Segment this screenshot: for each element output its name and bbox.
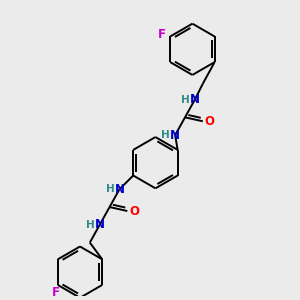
Text: N: N	[114, 183, 124, 196]
Text: H: H	[86, 220, 95, 230]
Text: O: O	[129, 205, 139, 218]
Text: F: F	[52, 286, 60, 299]
Text: O: O	[205, 115, 215, 128]
Text: N: N	[95, 218, 105, 231]
Text: N: N	[190, 93, 200, 106]
Text: F: F	[158, 28, 166, 41]
Text: N: N	[170, 129, 180, 142]
Text: H: H	[161, 130, 170, 140]
Text: H: H	[106, 184, 115, 194]
Text: H: H	[181, 94, 190, 105]
